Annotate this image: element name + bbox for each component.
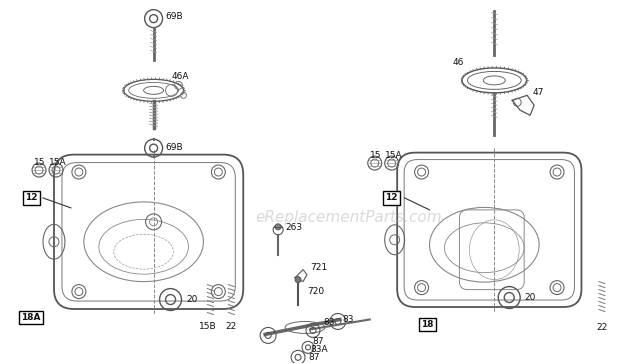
Text: 87: 87 [312,337,324,346]
Circle shape [275,224,281,230]
Circle shape [295,277,301,282]
Text: 46: 46 [453,58,464,67]
Text: 22: 22 [596,323,608,332]
Text: 87: 87 [308,353,319,362]
Text: 12: 12 [386,193,398,202]
Text: 69B: 69B [166,12,183,21]
Text: 263: 263 [285,223,302,232]
Text: 83: 83 [323,318,334,327]
Text: 20: 20 [524,293,536,302]
Text: eReplacementParts.com: eReplacementParts.com [255,210,442,225]
Text: 12: 12 [25,193,37,202]
Text: 15A: 15A [49,158,66,167]
Text: 721: 721 [310,263,327,272]
Text: 15A: 15A [385,151,402,159]
Text: 83A: 83A [310,345,327,354]
Text: 18: 18 [422,320,434,329]
Text: 46A: 46A [172,72,189,81]
Text: 15: 15 [34,158,45,167]
Text: 20: 20 [187,295,198,304]
Text: 83: 83 [343,315,355,324]
Text: 15: 15 [370,151,381,159]
Text: 69B: 69B [166,143,183,152]
Text: 720: 720 [307,287,324,296]
Text: 47: 47 [532,88,544,97]
Text: 22: 22 [226,322,237,331]
Text: 15B: 15B [198,322,216,331]
Text: 18A: 18A [21,313,41,322]
